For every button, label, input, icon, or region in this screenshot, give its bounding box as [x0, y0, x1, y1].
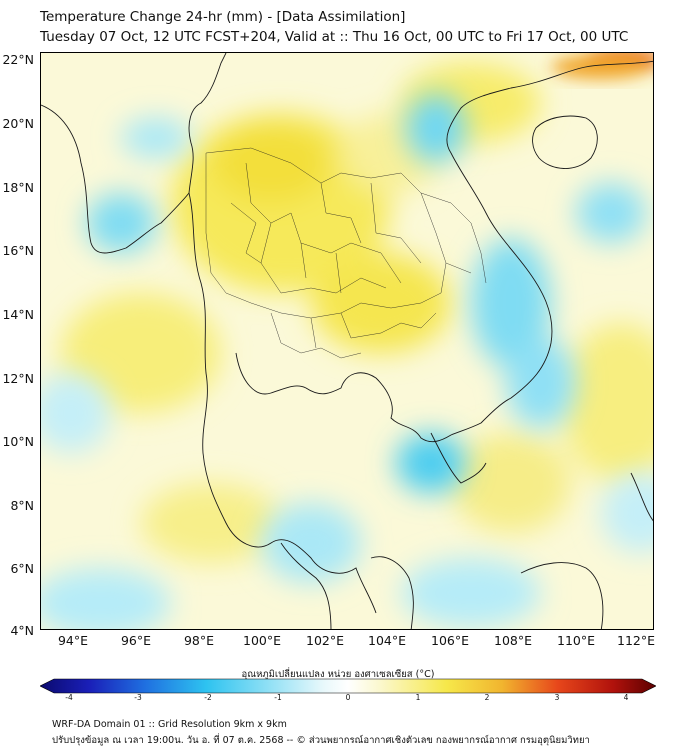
lon-label: 112°E [616, 633, 656, 648]
lon-label: 104°E [367, 633, 407, 648]
province-boundaries [205, 147, 487, 359]
lat-label: 16°N [2, 243, 34, 258]
map-field [41, 53, 653, 629]
coastlines [41, 53, 653, 629]
colorbar-tick: -4 [65, 693, 73, 702]
lat-label: 8°N [10, 498, 34, 513]
lat-label: 12°N [2, 371, 34, 386]
temperature-change-map [40, 52, 654, 630]
colorbar-tick: -2 [204, 693, 212, 702]
colorbar-tick: 1 [415, 693, 421, 702]
lon-label: 98°E [183, 633, 215, 648]
colorbar-tick: 2 [484, 693, 490, 702]
lon-label: 106°E [430, 633, 470, 648]
lat-label: 14°N [2, 307, 34, 322]
colorbar-tick: -3 [134, 693, 142, 702]
colorbar-tick: -1 [274, 693, 282, 702]
lat-label: 4°N [10, 623, 34, 638]
lon-label: 108°E [493, 633, 533, 648]
lon-label: 100°E [242, 633, 282, 648]
colorbar-tick: 4 [623, 693, 629, 702]
map-subtitle: Tuesday 07 Oct, 12 UTC FCST+204, Valid a… [40, 29, 629, 45]
lat-label: 20°N [2, 116, 34, 131]
lat-label: 22°N [2, 52, 34, 67]
footer-update-info: ปรับปรุงข้อมูล ณ เวลา 19:00น. วัน อ. ที่… [52, 735, 590, 746]
lon-label: 110°E [556, 633, 596, 648]
footer-domain-info: WRF-DA Domain 01 :: Grid Resolution 9km … [52, 719, 287, 730]
lat-label: 6°N [10, 561, 34, 576]
colorbar [40, 678, 656, 694]
colorbar-title: อุณหภูมิเปลี่ยนแปลง หน่วย องศาเซลเซียส (… [241, 669, 435, 680]
lon-label: 102°E [305, 633, 345, 648]
warm-anomaly-areas [61, 63, 653, 563]
lon-label: 96°E [120, 633, 152, 648]
lat-label: 10°N [2, 434, 34, 449]
colorbar-tick: 3 [554, 693, 560, 702]
lat-label: 18°N [2, 180, 34, 195]
map-title: Temperature Change 24-hr (mm) - [Data As… [40, 9, 406, 25]
colorbar-tick: 0 [345, 693, 351, 702]
lon-label: 94°E [57, 633, 89, 648]
